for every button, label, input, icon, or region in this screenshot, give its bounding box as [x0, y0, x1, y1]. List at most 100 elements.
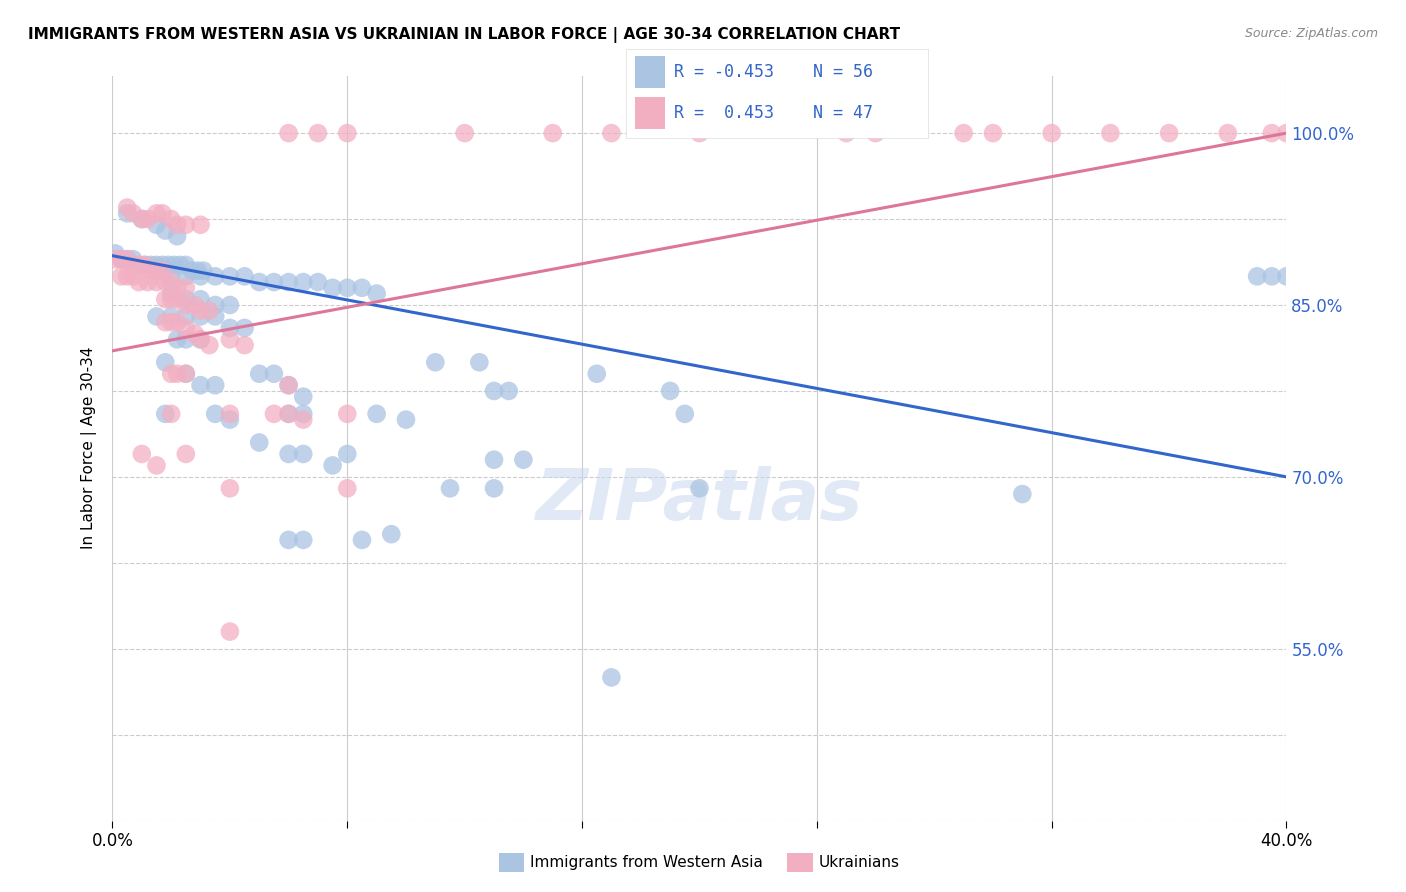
Point — [204, 310, 226, 324]
Point — [307, 126, 329, 140]
Point — [115, 269, 138, 284]
Point — [155, 223, 177, 237]
Point — [468, 355, 491, 369]
Point — [160, 315, 183, 329]
Point — [174, 447, 197, 461]
Point — [110, 252, 132, 267]
Point — [292, 407, 315, 421]
Point — [128, 258, 150, 272]
Text: N = 56: N = 56 — [813, 63, 873, 81]
Point — [322, 281, 344, 295]
Point — [174, 293, 197, 307]
Point — [160, 293, 183, 307]
Point — [541, 126, 564, 140]
Point — [122, 269, 145, 284]
Point — [198, 303, 221, 318]
Point — [219, 481, 242, 495]
Point — [183, 326, 205, 341]
Point — [131, 212, 153, 227]
Point — [307, 275, 329, 289]
Point — [160, 212, 183, 227]
Point — [122, 206, 145, 220]
Point — [155, 293, 177, 307]
Point — [247, 367, 270, 381]
Point — [174, 332, 197, 346]
Point — [219, 332, 242, 346]
Point — [145, 263, 167, 277]
Point — [190, 310, 212, 324]
Point — [198, 338, 221, 352]
Point — [689, 126, 711, 140]
Point — [1261, 126, 1284, 140]
Point — [292, 390, 315, 404]
Point — [292, 275, 315, 289]
Point — [122, 252, 145, 267]
Point — [134, 258, 156, 272]
Point — [600, 670, 623, 684]
Point — [183, 298, 205, 312]
Point — [292, 447, 315, 461]
Point — [585, 367, 607, 381]
Point — [277, 407, 299, 421]
Point — [1040, 126, 1063, 140]
Point — [1159, 126, 1181, 140]
Point — [169, 258, 191, 272]
Point — [115, 206, 138, 220]
Point — [336, 481, 359, 495]
Point — [174, 281, 197, 295]
Point — [233, 269, 256, 284]
Point — [292, 412, 315, 426]
Point — [190, 218, 212, 232]
Point — [219, 321, 242, 335]
Text: IMMIGRANTS FROM WESTERN ASIA VS UKRAINIAN IN LABOR FORCE | AGE 30-34 CORRELATION: IMMIGRANTS FROM WESTERN ASIA VS UKRAINIA… — [28, 27, 900, 43]
Point — [219, 412, 242, 426]
Point — [190, 303, 212, 318]
Point — [263, 407, 285, 421]
Point — [1261, 269, 1284, 284]
Point — [174, 258, 197, 272]
Point — [453, 126, 475, 140]
Point — [166, 315, 188, 329]
Point — [134, 258, 156, 272]
Point — [1275, 126, 1298, 140]
Point — [952, 126, 974, 140]
Point — [190, 269, 212, 284]
Point — [128, 275, 150, 289]
Point — [190, 293, 212, 307]
Point — [322, 458, 344, 473]
Point — [350, 281, 373, 295]
Point — [174, 218, 197, 232]
Point — [115, 252, 138, 267]
Point — [174, 321, 197, 335]
Point — [219, 624, 242, 639]
Point — [380, 527, 402, 541]
Point — [366, 407, 388, 421]
Point — [498, 384, 520, 398]
Point — [277, 126, 299, 140]
Point — [160, 269, 183, 284]
Point — [482, 481, 505, 495]
Text: R =  0.453: R = 0.453 — [673, 104, 775, 122]
Point — [150, 258, 173, 272]
Point — [155, 407, 177, 421]
Point — [104, 252, 127, 267]
Point — [131, 447, 153, 461]
Point — [1099, 126, 1122, 140]
Point — [673, 407, 696, 421]
Text: Source: ZipAtlas.com: Source: ZipAtlas.com — [1244, 27, 1378, 40]
Point — [336, 281, 359, 295]
Point — [104, 246, 127, 260]
Point — [204, 407, 226, 421]
Point — [166, 281, 188, 295]
Point — [166, 367, 188, 381]
Point — [174, 367, 197, 381]
Point — [204, 269, 226, 284]
Text: N = 47: N = 47 — [813, 104, 873, 122]
Point — [193, 263, 215, 277]
Text: ZIPatlas: ZIPatlas — [536, 466, 863, 535]
Point — [395, 412, 418, 426]
Point — [263, 367, 285, 381]
Point — [233, 338, 256, 352]
Point — [115, 201, 138, 215]
Point — [139, 258, 162, 272]
